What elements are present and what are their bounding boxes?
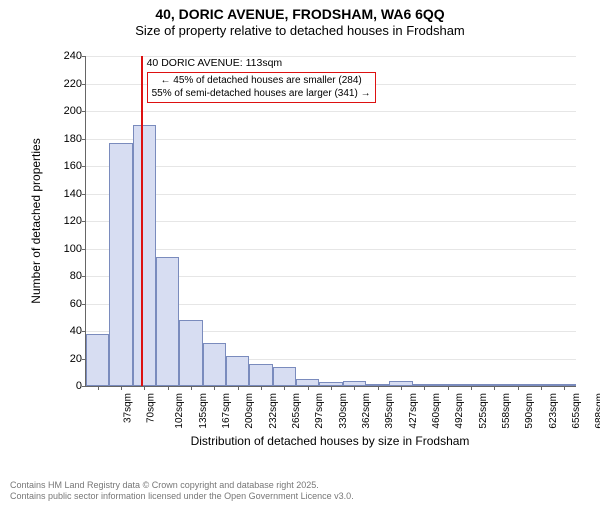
x-tick-label: 102sqm: [174, 393, 185, 429]
x-tick-label: 655sqm: [571, 393, 582, 429]
x-tick-label: 135sqm: [198, 393, 209, 429]
histogram-bar: [226, 356, 249, 386]
reference-line: [141, 56, 143, 386]
histogram-bar: [133, 125, 156, 386]
gridline: [86, 221, 576, 222]
y-tick-label: 160: [64, 160, 82, 172]
y-tick-label: 100: [64, 243, 82, 255]
footer-line-1: Contains HM Land Registry data © Crown c…: [10, 480, 354, 491]
gridline: [86, 166, 576, 167]
x-tick-label: 623sqm: [548, 393, 559, 429]
x-tick-label: 265sqm: [291, 393, 302, 429]
y-tick-label: 40: [70, 325, 82, 337]
x-tick-label: 395sqm: [384, 393, 395, 429]
annotation-title: 40 DORIC AVENUE: 113sqm: [147, 58, 283, 70]
gridline: [86, 194, 576, 195]
x-tick-label: 688sqm: [594, 393, 600, 429]
attribution-footer: Contains HM Land Registry data © Crown c…: [10, 480, 354, 502]
y-tick-label: 220: [64, 78, 82, 90]
x-tick-label: 330sqm: [338, 393, 349, 429]
histogram-bar: [86, 334, 109, 386]
chart-area: Number of detached properties 0204060801…: [55, 56, 575, 426]
x-tick-label: 297sqm: [314, 393, 325, 429]
x-tick-label: 427sqm: [408, 393, 419, 429]
y-tick-label: 200: [64, 105, 82, 117]
x-tick-label: 232sqm: [268, 393, 279, 429]
annotation-line-1: ← 45% of detached houses are smaller (28…: [152, 75, 371, 88]
histogram-bar: [179, 320, 202, 386]
x-tick-label: 362sqm: [361, 393, 372, 429]
chart-title: 40, DORIC AVENUE, FRODSHAM, WA6 6QQ: [0, 6, 600, 22]
gridline: [86, 139, 576, 140]
footer-line-2: Contains public sector information licen…: [10, 491, 354, 502]
annotation-line-2: 55% of semi-detached houses are larger (…: [152, 88, 371, 101]
histogram-bar: [273, 367, 296, 386]
chart-subtitle: Size of property relative to detached ho…: [0, 23, 600, 38]
histogram-bar: [109, 143, 132, 386]
y-tick-label: 80: [70, 270, 82, 282]
x-tick-label: 525sqm: [478, 393, 489, 429]
y-tick-label: 140: [64, 188, 82, 200]
y-tick-label: 120: [64, 215, 82, 227]
y-tick-label: 60: [70, 298, 82, 310]
x-tick-label: 590sqm: [524, 393, 535, 429]
histogram-bar: [203, 343, 226, 386]
annotation-box: ← 45% of detached houses are smaller (28…: [147, 72, 376, 103]
x-axis-label: Distribution of detached houses by size …: [85, 434, 575, 448]
y-tick-label: 0: [76, 380, 82, 392]
x-tick-label: 37sqm: [122, 393, 133, 423]
x-tick-label: 70sqm: [146, 393, 157, 423]
histogram-bar: [249, 364, 272, 386]
y-tick-label: 20: [70, 353, 82, 365]
plot-area: 02040608010012014016018020022024037sqm70…: [85, 56, 576, 387]
x-tick-label: 460sqm: [431, 393, 442, 429]
y-tick-label: 240: [64, 50, 82, 62]
x-tick-label: 200sqm: [244, 393, 255, 429]
y-tick-label: 180: [64, 133, 82, 145]
x-tick-label: 492sqm: [454, 393, 465, 429]
gridline: [86, 249, 576, 250]
figure: 40, DORIC AVENUE, FRODSHAM, WA6 6QQ Size…: [0, 6, 600, 506]
histogram-bar: [296, 379, 319, 386]
x-tick-label: 167sqm: [221, 393, 232, 429]
gridline: [86, 111, 576, 112]
x-tick-label: 558sqm: [501, 393, 512, 429]
histogram-bar: [156, 257, 179, 386]
